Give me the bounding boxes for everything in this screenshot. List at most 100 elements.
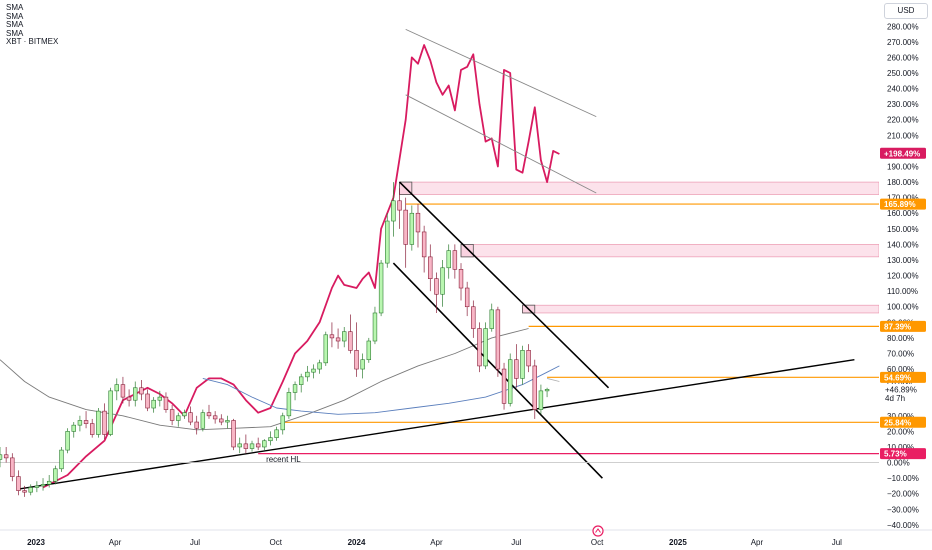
candle-body [139, 387, 144, 395]
time-tick-label: Apr [430, 538, 443, 547]
legend-symbol[interactable]: XBT · BITMEX [6, 37, 59, 47]
candle [532, 359, 537, 419]
candle-body [421, 231, 427, 258]
candle [366, 337, 372, 363]
candle-body [22, 490, 27, 493]
supply-zone [399, 181, 880, 195]
candle [83, 411, 89, 429]
supply-zones [399, 181, 880, 314]
candlesticks [0, 182, 550, 497]
time-tick-label: 2023 [27, 538, 45, 547]
candle [194, 415, 199, 435]
price-tick-label: 10.00% [887, 443, 914, 452]
candle [133, 381, 138, 407]
candle-body [176, 415, 181, 421]
candle [446, 244, 451, 279]
candle [145, 389, 150, 412]
price-tick-label: 240.00% [887, 85, 919, 94]
candle-body [206, 412, 212, 417]
legend-item-sma[interactable]: SMA [6, 28, 24, 38]
candle-body [471, 306, 476, 329]
price-axis[interactable]: 290.00%280.00%270.00%260.00%250.00%240.0… [887, 7, 919, 530]
candle [225, 415, 230, 429]
candle [378, 259, 384, 317]
candle [249, 440, 255, 452]
candle-body [40, 484, 46, 487]
price-tag-background [880, 383, 926, 395]
candle [200, 409, 206, 432]
candle-body [108, 390, 113, 435]
candle-body [446, 250, 451, 269]
candle [403, 197, 408, 268]
supply-zone [460, 244, 880, 258]
candle-body [323, 334, 328, 364]
trendline [398, 181, 610, 389]
candle [305, 365, 310, 382]
candle-body [83, 420, 89, 424]
candle-body [360, 359, 365, 370]
candle-body [212, 415, 218, 420]
zone-origin-box [460, 244, 474, 258]
candle [53, 465, 58, 485]
candle-body [354, 350, 359, 370]
candle-body [28, 487, 33, 493]
price-tick-label: 100.00% [887, 303, 919, 312]
legend-item-sma[interactable]: SMA [6, 11, 24, 21]
candle [526, 344, 531, 373]
candle-body [489, 309, 494, 329]
candle [77, 415, 83, 432]
price-tick-label: −40.00% [887, 521, 919, 530]
tradingview-logo-icon[interactable] [592, 525, 604, 537]
legend-item-sma[interactable]: SMA [6, 3, 24, 12]
price-tick-label: −10.00% [887, 474, 919, 483]
price-tag-background [880, 147, 926, 159]
price-tick-label: 120.00% [887, 272, 919, 281]
candle-body [317, 362, 322, 370]
candle-body [501, 368, 507, 404]
price-tick-label: 150.00% [887, 225, 919, 234]
candle [440, 259, 445, 307]
candle-body [366, 340, 372, 361]
time-tick-label: Oct [591, 538, 604, 547]
candle-body [200, 412, 206, 429]
legend-item-sma[interactable]: SMA [6, 20, 24, 30]
candle-body [249, 443, 255, 449]
currency-button[interactable]: USD [884, 3, 928, 19]
time-tick-label: Jul [190, 538, 200, 547]
candle [329, 322, 335, 348]
candle [335, 328, 341, 349]
candle-body [262, 440, 267, 448]
candle [169, 404, 175, 426]
price-tag: 5.73% [880, 448, 926, 460]
candle-body [102, 410, 107, 435]
candle [0, 446, 3, 468]
time-tick-label: Oct [270, 538, 283, 547]
price-tag-label: 165.89% [884, 200, 916, 209]
candle [348, 314, 353, 354]
candle [292, 381, 298, 401]
candle [22, 485, 27, 497]
candle-body [151, 399, 156, 409]
candle [126, 389, 132, 407]
candle [489, 303, 494, 332]
candle-body [458, 269, 464, 289]
candle [354, 322, 359, 377]
candle-body [434, 278, 439, 295]
candle-body [182, 412, 187, 417]
candle-body [145, 393, 150, 409]
price-tick-label: 130.00% [887, 256, 919, 265]
candle-body [255, 443, 261, 448]
price-tick-label: 280.00% [887, 22, 919, 31]
candle [409, 205, 415, 251]
candle-body [133, 387, 138, 401]
candle [3, 446, 9, 463]
price-tick-label: −20.00% [887, 490, 919, 499]
candle [206, 404, 212, 419]
price-tag-background [880, 416, 926, 428]
price-tick-label: 170.00% [887, 194, 919, 203]
time-axis[interactable]: 2023 Apr Jul Oct 2024 Apr Jul Oct 2025 Apr Jul [27, 538, 842, 547]
candle-body [3, 454, 9, 459]
price-tags: +198.49% 165.89% 87.39% 54.69% +46.89%4d 7h 2… [880, 147, 926, 460]
candle [397, 188, 402, 229]
